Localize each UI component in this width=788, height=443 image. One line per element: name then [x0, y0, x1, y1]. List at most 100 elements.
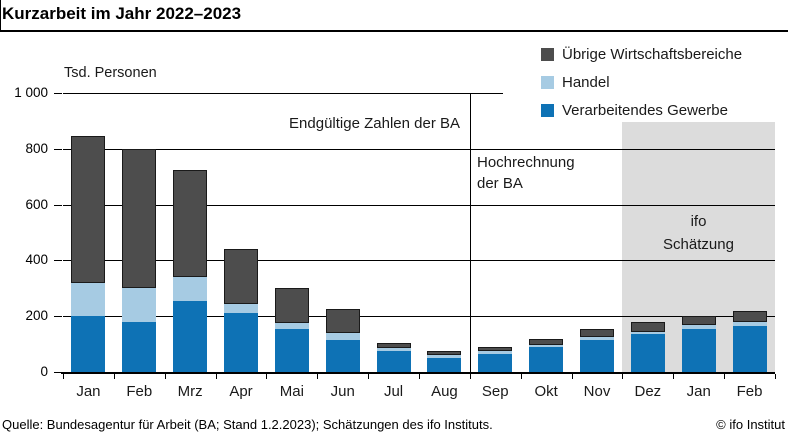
bar-segment-handel-8: [478, 351, 513, 354]
x-tick-9: [520, 374, 522, 379]
legend-item-uebrige-wirtschaftsbereiche: Übrige Wirtschaftsbereiche: [541, 40, 742, 68]
bar-segment--brige-wirtschaftsbereiche-3: [224, 249, 258, 304]
bar-segment--brige-wirtschaftsbereiche-7: [427, 351, 462, 356]
x-label-sep-8: Sep: [481, 383, 509, 400]
bar-segment--brige-wirtschaftsbereiche-10: [580, 328, 614, 338]
x-label-apr-3: Apr: [229, 383, 253, 400]
x-tick-11: [622, 374, 624, 379]
x-tick-6: [368, 374, 370, 379]
bar-segment-handel-5: [325, 332, 360, 340]
x-label-jan-0: Jan: [76, 383, 101, 400]
y-tick-label-200: 200: [25, 308, 48, 324]
x-tick-13: [724, 374, 726, 379]
bar-segment-handel-4: [274, 323, 309, 329]
x-label-jul-6: Jul: [383, 383, 404, 400]
legend-label-handel: Handel: [562, 73, 610, 91]
legend-swatch-uebrige-icon: [541, 47, 554, 61]
legend-swatch-verarbeitendes-gewerbe-icon: [541, 103, 554, 117]
annotation-ba-projection: Hochrechnung der BA: [477, 152, 575, 194]
x-axis-line: [61, 372, 775, 374]
annotation-ifo-estimate: ifo Schätzung: [622, 210, 775, 256]
bar-segment-verarbeitendes-gewerbe-7: [427, 358, 462, 372]
gridline-200: [63, 316, 775, 318]
x-tick-14: [775, 374, 776, 379]
bar-segment-handel-10: [580, 337, 614, 340]
y-axis-unit-label: Tsd. Personen: [64, 65, 157, 81]
legend: Übrige Wirtschaftsbereiche Handel Verarb…: [541, 40, 742, 124]
bar-segment-handel-7: [427, 355, 462, 359]
bar-segment-verarbeitendes-gewerbe-10: [580, 339, 614, 372]
bar-segment--brige-wirtschaftsbereiche-6: [376, 342, 411, 349]
x-tick-5: [317, 374, 319, 379]
x-label-dez-11: Dez: [634, 383, 662, 400]
annotation-final-ba-numbers: Endgültige Zahlen der BA: [289, 115, 460, 132]
x-label-okt-9: Okt: [534, 383, 558, 400]
y-tick-400: [54, 260, 62, 262]
legend-item-verarbeitendes-gewerbe: Verarbeitendes Gewerbe: [541, 96, 742, 124]
bar-segment-verarbeitendes-gewerbe-6: [376, 351, 411, 372]
bar-segment-handel-1: [122, 288, 157, 322]
x-label-feb-13: Feb: [736, 383, 763, 400]
gridline-600: [63, 204, 775, 206]
x-tick-12: [673, 374, 675, 379]
x-tick-4: [266, 374, 268, 379]
bar-segment-verarbeitendes-gewerbe-13: [732, 325, 767, 372]
bar-segment-verarbeitendes-gewerbe-8: [478, 353, 513, 372]
bar-segment-verarbeitendes-gewerbe-11: [630, 334, 665, 372]
bar-segment--brige-wirtschaftsbereiche-4: [274, 288, 309, 324]
x-tick-3: [215, 374, 217, 379]
title-underline: [0, 30, 788, 32]
y-tick-label-400: 400: [25, 252, 48, 268]
bar-segment-handel-13: [732, 321, 767, 326]
x-tick-1: [113, 374, 115, 379]
bar-segment-verarbeitendes-gewerbe-3: [224, 313, 258, 372]
bar-segment--brige-wirtschaftsbereiche-12: [681, 316, 716, 325]
bar-segment-handel-9: [529, 344, 564, 347]
x-label-feb-1: Feb: [126, 383, 153, 400]
annotation-ba-projection-line1: Hochrechnung: [477, 154, 575, 171]
x-tick-7: [419, 374, 420, 379]
x-label-aug-7: Aug: [431, 383, 458, 400]
zone-divider-line: [469, 93, 471, 372]
y-tick-1000: [54, 93, 62, 94]
x-label-jan-12: Jan: [686, 383, 711, 400]
y-tick-label-0: 0: [40, 364, 48, 379]
chart-title: Kurzarbeit im Jahr 2022–2023: [2, 4, 242, 23]
x-tick-0: [63, 374, 64, 379]
x-tick-8: [469, 374, 471, 379]
bar-segment-handel-0: [71, 282, 106, 317]
gridline-400: [63, 260, 775, 262]
annotation-ba-projection-line2: der BA: [477, 175, 523, 192]
y-tick-label-600: 600: [25, 196, 48, 212]
bar-segment--brige-wirtschaftsbereiche-8: [478, 346, 513, 352]
y-tick-0: [54, 372, 62, 373]
legend-label-verarbeitendes-gewerbe: Verarbeitendes Gewerbe: [562, 101, 728, 119]
y-tick-label-1000: 1 000: [14, 85, 48, 100]
x-tick-10: [571, 374, 573, 379]
y-tick-200: [54, 316, 62, 318]
bar-segment-handel-6: [376, 348, 411, 352]
source-note: Quelle: Bundesagentur für Arbeit (BA; St…: [2, 417, 493, 432]
bar-segment--brige-wirtschaftsbereiche-5: [325, 309, 360, 333]
bar-segment-verarbeitendes-gewerbe-0: [71, 316, 106, 372]
bar-segment-verarbeitendes-gewerbe-4: [274, 328, 309, 372]
bar-segment-verarbeitendes-gewerbe-9: [529, 346, 564, 372]
bar-segment-verarbeitendes-gewerbe-1: [122, 321, 157, 372]
legend-label-uebrige: Übrige Wirtschaftsbereiche: [562, 45, 743, 63]
annotation-ifo-estimate-line1: ifo: [690, 213, 707, 230]
x-label-nov-10: Nov: [583, 383, 611, 400]
gridline-1000: [63, 93, 503, 94]
y-tick-600: [54, 204, 62, 206]
legend-swatch-handel-icon: [541, 75, 554, 89]
legend-item-handel: Handel: [541, 68, 742, 96]
x-label-mai-4: Mai: [279, 383, 304, 400]
bar-segment--brige-wirtschaftsbereiche-0: [71, 136, 106, 283]
bar-segment-verarbeitendes-gewerbe-2: [173, 300, 208, 372]
bar-segment-handel-12: [681, 324, 716, 329]
bar-segment-handel-2: [173, 277, 208, 301]
bar-segment-verarbeitendes-gewerbe-5: [325, 339, 360, 372]
bar-segment-verarbeitendes-gewerbe-12: [681, 328, 716, 372]
bar-segment--brige-wirtschaftsbereiche-2: [173, 169, 208, 278]
y-tick-800: [54, 148, 62, 150]
year-separator-line: [0, 0, 1, 30]
